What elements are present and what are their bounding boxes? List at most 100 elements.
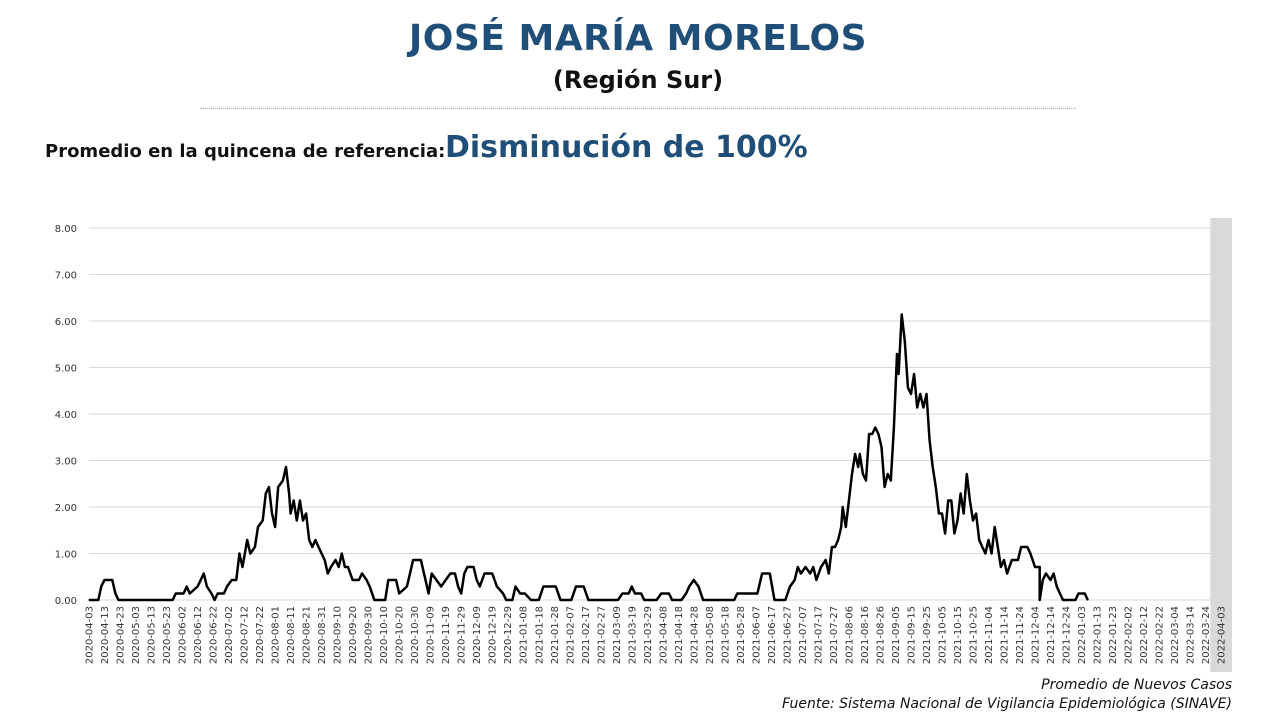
data-point (226, 585, 228, 588)
data-point (97, 599, 99, 601)
data-point (854, 453, 856, 455)
data-point (483, 572, 486, 575)
data-point (502, 592, 504, 595)
x-tick-label: 2020-07-12 (240, 606, 251, 664)
data-point (991, 552, 993, 555)
data-point (424, 579, 427, 581)
data-point (103, 579, 106, 581)
x-tick-label: 2021-02-17 (581, 606, 592, 664)
data-point (932, 466, 934, 468)
data-point (277, 486, 279, 488)
data-point (317, 546, 320, 548)
x-tick-label: 2021-05-28 (736, 606, 747, 664)
x-tick-label: 2021-03-09 (612, 606, 623, 664)
data-point (871, 433, 873, 435)
data-point (344, 566, 346, 568)
data-point (868, 433, 870, 435)
data-point (938, 512, 940, 515)
x-tick-label: 2020-08-01 (271, 606, 282, 664)
data-point (449, 572, 451, 575)
y-tick-label: 1.00 (55, 550, 77, 561)
data-point (660, 592, 662, 595)
x-tick-label: 2021-01-08 (519, 606, 530, 664)
data-point (1039, 566, 1041, 568)
data-point (265, 492, 267, 495)
data-point (1062, 599, 1064, 601)
data-point (431, 572, 433, 575)
data-point (1087, 599, 1089, 601)
data-point (395, 579, 397, 581)
data-point (859, 453, 861, 455)
data-point (825, 559, 827, 561)
x-tick-label: 2021-11-04 (984, 606, 995, 664)
series-note: Promedio de Nuevos Casos (1041, 677, 1232, 693)
data-point (583, 585, 585, 588)
data-point (538, 599, 540, 601)
x-tick-label: 2020-10-20 (395, 606, 406, 664)
data-point (111, 579, 113, 581)
data-point (1042, 579, 1044, 581)
data-point (1029, 552, 1031, 555)
x-tick-label: 2021-07-07 (798, 606, 809, 664)
data-point (254, 546, 256, 548)
x-tick-label: 2021-10-05 (937, 606, 948, 664)
data-point (1003, 559, 1005, 561)
x-tick-label: 2021-12-14 (1046, 606, 1057, 664)
data-point (428, 592, 430, 595)
data-point (919, 393, 921, 395)
x-tick-label: 2021-08-26 (875, 606, 886, 664)
x-tick-label: 2021-08-16 (860, 606, 871, 664)
data-point (656, 599, 658, 601)
data-point (514, 585, 517, 588)
x-tick-label: 2021-11-24 (1015, 606, 1026, 664)
data-point (1049, 579, 1052, 581)
x-tick-label: 2020-12-09 (472, 606, 483, 664)
x-tick-label: 2022-02-22 (1155, 606, 1166, 664)
data-point (773, 599, 776, 601)
data-point (268, 486, 270, 488)
y-tick-label: 2.00 (55, 503, 77, 514)
data-point (845, 526, 847, 528)
x-tick-label: 2021-04-18 (674, 606, 685, 664)
data-point (189, 592, 191, 595)
data-point (834, 546, 836, 548)
data-point (210, 592, 213, 595)
x-tick-label: 2021-06-27 (782, 606, 793, 664)
data-point (668, 592, 670, 595)
y-tick-label: 7.00 (55, 271, 77, 282)
reference-label: Promedio en la quincena de referencia: (45, 141, 446, 162)
x-tick-label: 2021-09-05 (891, 606, 902, 664)
data-point (840, 526, 842, 528)
x-tick-label: 2021-10-15 (953, 606, 964, 664)
data-point (183, 592, 185, 595)
data-point (804, 566, 807, 568)
data-point (733, 599, 735, 601)
data-point (285, 466, 287, 468)
data-point (409, 572, 411, 575)
x-tick-label: 2020-10-30 (410, 606, 421, 664)
data-point (308, 539, 310, 541)
data-point (877, 433, 880, 435)
data-point (736, 592, 738, 595)
data-point (1020, 546, 1022, 548)
data-point (542, 585, 545, 588)
data-point (384, 599, 386, 601)
x-tick-label: 2020-05-03 (131, 606, 142, 664)
data-point (491, 572, 493, 575)
data-point (327, 572, 329, 575)
data-point (341, 552, 343, 555)
data-point (950, 499, 952, 502)
data-point (217, 592, 219, 595)
data-point (505, 599, 507, 601)
x-tick-label: 2020-08-11 (286, 606, 297, 664)
data-point (953, 532, 956, 535)
data-point (214, 599, 216, 601)
data-point (476, 579, 478, 581)
data-point (1053, 572, 1055, 575)
data-point (890, 479, 892, 482)
data-point (314, 539, 316, 541)
data-point (922, 406, 925, 409)
data-point (282, 479, 284, 482)
x-tick-label: 2022-03-24 (1201, 606, 1212, 664)
data-point (296, 519, 298, 522)
